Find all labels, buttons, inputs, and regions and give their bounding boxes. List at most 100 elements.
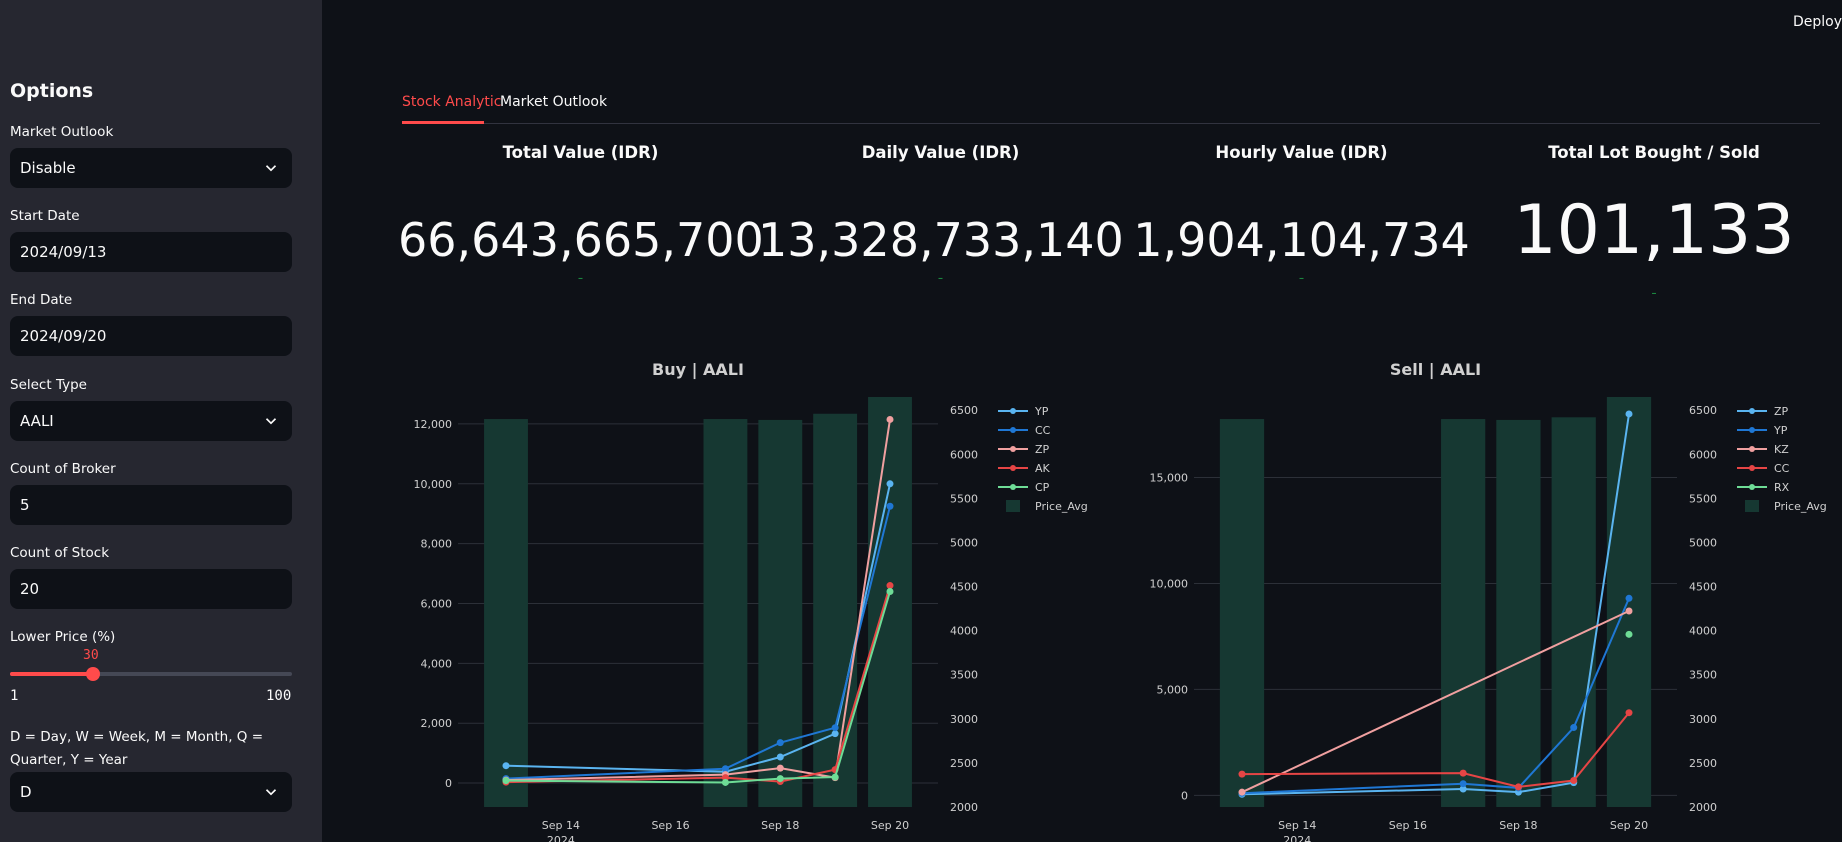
price-avg-bar — [1606, 397, 1652, 807]
legend-marker — [1010, 465, 1016, 471]
y-tick-label: 4,000 — [421, 657, 453, 670]
y2-tick-label: 6500 — [1689, 404, 1717, 417]
y2-tick-label: 4500 — [1689, 581, 1717, 594]
market-outlook-select[interactable]: Disable — [10, 148, 292, 188]
legend-label: RX — [1774, 481, 1790, 494]
chevron-down-icon — [265, 418, 277, 425]
y-tick-label: 10,000 — [1150, 577, 1189, 590]
x-tick-label: Sep 18 — [1499, 819, 1537, 832]
legend-label: CC — [1774, 462, 1790, 475]
y-tick-label: 0 — [445, 777, 452, 790]
period-select[interactable]: D — [10, 772, 292, 812]
y-tick-label: 8,000 — [421, 538, 453, 551]
series-point-yp — [1625, 594, 1633, 602]
count-broker-label: Count of Broker — [10, 461, 116, 477]
y2-tick-label: 5500 — [950, 492, 978, 505]
y-tick-label: 12,000 — [414, 418, 453, 431]
x-tick-label: Sep 20 — [871, 819, 909, 832]
y2-tick-label: 3500 — [950, 669, 978, 682]
y-tick-label: 5,000 — [1157, 683, 1189, 696]
legend-label: AK — [1035, 462, 1051, 475]
metric-label: Daily Value (IDR) — [861, 143, 1020, 162]
y-tick-label: 6,000 — [421, 597, 453, 610]
series-point-yp — [776, 753, 784, 761]
buy-chart: Buy | AALI 0 2,000 4,000 6,000 8,000 10,000 12,… — [414, 360, 1088, 842]
legend-label: YP — [1773, 424, 1788, 437]
y2-tick-label: 2000 — [950, 801, 978, 814]
series-point-kz — [1238, 788, 1246, 796]
start-date-label: Start Date — [10, 208, 80, 224]
y2-tick-label: 5500 — [1689, 492, 1717, 505]
count-broker-input[interactable]: 5 — [10, 485, 292, 525]
x-tick-label: Sep 18 — [761, 819, 799, 832]
series-point-cp — [502, 777, 510, 785]
metric-label: Total Value (IDR) — [502, 143, 659, 162]
tab-stock-analytic[interactable]: Stock Analytic — [402, 94, 502, 110]
series-point-ak — [721, 774, 729, 782]
series-point-yp — [1570, 724, 1578, 732]
series-point-cp — [886, 588, 894, 596]
legend-marker — [1010, 446, 1016, 452]
select-type-select[interactable]: AALI — [10, 401, 292, 441]
price-avg-bar — [813, 413, 858, 807]
price-avg-bar — [1496, 419, 1541, 807]
legend-bar-swatch — [1745, 500, 1759, 512]
series-point-cc — [1514, 783, 1522, 791]
price-avg-bar — [1441, 419, 1486, 807]
metric-daily-value: Daily Value (IDR) 13,328,733,140 – — [758, 143, 1124, 303]
legend-marker — [1749, 446, 1755, 452]
end-date-label: End Date — [10, 292, 73, 308]
legend-marker — [1749, 484, 1755, 490]
y-tick-label: 0 — [1181, 789, 1188, 802]
end-date-input[interactable]: 2024/09/20 — [10, 316, 292, 356]
metric-value: 101,133 — [1513, 191, 1795, 270]
y-tick-label: 2,000 — [421, 717, 453, 730]
price-avg-bar — [1219, 419, 1265, 807]
legend-label: YP — [1034, 405, 1049, 418]
y2-tick-label: 6000 — [950, 448, 978, 461]
series-point-cc — [1459, 769, 1467, 777]
lower-price-slider[interactable] — [10, 667, 292, 681]
deploy-button[interactable]: Deploy — [1792, 14, 1842, 30]
x-tick-label: Sep 20 — [1610, 819, 1648, 832]
legend-label: CC — [1035, 424, 1051, 437]
slider-min: 1 — [10, 688, 19, 704]
count-stock-label: Count of Stock — [10, 545, 110, 561]
y-tick-label: 15,000 — [1150, 472, 1189, 485]
x-year-label: 2024 — [547, 834, 575, 842]
count-stock-input[interactable]: 20 — [10, 569, 292, 609]
legend-label: KZ — [1774, 443, 1789, 456]
y2-tick-label: 4000 — [950, 625, 978, 638]
y2-tick-label: 3000 — [1689, 713, 1717, 726]
lower-price-label: Lower Price (%) — [10, 629, 116, 645]
series-point-yp — [886, 480, 894, 488]
series-point-cc — [1238, 770, 1246, 778]
y2-tick-label: 4500 — [950, 581, 978, 594]
sell-chart: Sell | AALI 0 5,000 10,000 15,000 2000 2500 300… — [1150, 360, 1827, 842]
metric-value: 13,328,733,140 — [758, 213, 1124, 267]
series-point-zp — [776, 764, 784, 772]
chart-title: Buy | AALI — [652, 360, 744, 380]
series-point-zp — [1459, 785, 1467, 793]
y2-tick-label: 2500 — [1689, 757, 1717, 770]
metric-delta: – — [1299, 273, 1304, 284]
metric-value: 1,904,104,734 — [1133, 213, 1470, 267]
x-tick-label: Sep 16 — [1389, 819, 1427, 832]
series-point-yp — [831, 730, 839, 738]
metric-label: Total Lot Bought / Sold — [1548, 143, 1760, 162]
series-point-cc — [721, 765, 729, 773]
y2-tick-label: 5000 — [950, 536, 978, 549]
series-point-cc — [831, 724, 839, 732]
legend-label: ZP — [1774, 405, 1789, 418]
start-date-input[interactable]: 2024/09/13 — [10, 232, 292, 272]
y2-tick-label: 2500 — [950, 757, 978, 770]
slider-max: 100 — [266, 688, 292, 704]
x-tick-label: Sep 14 — [1278, 819, 1316, 832]
legend-marker — [1749, 408, 1755, 414]
slider-thumb[interactable] — [85, 667, 100, 681]
y2-tick-label: 6000 — [1689, 448, 1717, 461]
period-value: D — [20, 783, 32, 801]
tab-market-outlook[interactable]: Market Outlook — [500, 94, 608, 110]
metric-value: 66,643,665,700 — [398, 213, 764, 267]
y2-tick-label: 3500 — [1689, 669, 1717, 682]
